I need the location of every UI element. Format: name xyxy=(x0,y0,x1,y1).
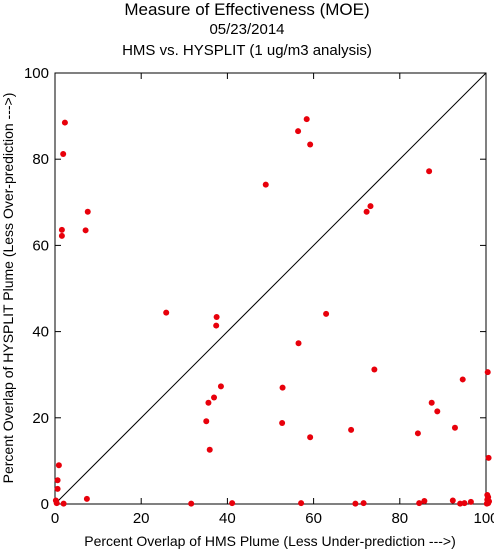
one-to-one-line xyxy=(54,72,487,505)
x-tick-label: 0 xyxy=(51,510,59,527)
data-point xyxy=(262,181,269,188)
data-point xyxy=(323,310,330,317)
data-point xyxy=(459,376,466,383)
data-point xyxy=(61,119,68,126)
data-point xyxy=(367,203,374,210)
y-tick-label: 100 xyxy=(24,65,49,82)
data-point xyxy=(298,500,305,507)
data-point xyxy=(213,322,220,329)
y-tick-label: 60 xyxy=(32,237,49,254)
data-point xyxy=(352,500,359,507)
y-tick-label: 20 xyxy=(32,410,49,427)
data-point xyxy=(428,399,435,406)
data-point xyxy=(461,500,468,507)
data-point xyxy=(485,454,492,461)
chart-subtitle: HMS vs. HYSPLIT (1 ug/m3 analysis) xyxy=(122,42,372,59)
y-tick-label: 40 xyxy=(32,324,49,341)
data-point xyxy=(307,434,314,441)
data-point xyxy=(295,128,302,135)
axis-ticks: 0 20 40 60 80 100 0 20 40 60 80 100 xyxy=(24,65,494,527)
data-point xyxy=(426,168,433,175)
chart-title: Measure of Effectiveness (MOE) xyxy=(124,0,370,19)
data-point xyxy=(360,500,367,507)
data-point xyxy=(484,369,491,376)
data-points xyxy=(52,116,493,507)
data-point xyxy=(83,495,90,502)
data-point xyxy=(54,477,61,484)
data-point xyxy=(58,232,65,239)
data-point xyxy=(467,498,474,505)
data-point xyxy=(483,500,490,507)
x-tick-label: 100 xyxy=(473,510,494,527)
x-tick-label: 20 xyxy=(133,510,150,527)
data-point xyxy=(188,500,195,507)
x-tick-label: 40 xyxy=(219,510,236,527)
data-point xyxy=(206,446,213,453)
x-axis-label: Percent Overlap of HMS Plume (Less Under… xyxy=(84,533,456,549)
data-point xyxy=(60,151,67,158)
plot-frame xyxy=(54,72,487,505)
data-point xyxy=(451,424,458,431)
x-tick-label: 80 xyxy=(391,510,408,527)
data-point xyxy=(60,500,67,507)
data-point xyxy=(457,500,464,507)
data-point xyxy=(307,141,314,148)
data-point xyxy=(58,226,65,233)
data-point xyxy=(416,500,423,507)
data-point xyxy=(371,366,378,373)
data-point xyxy=(211,394,218,401)
data-point xyxy=(84,208,91,215)
data-point xyxy=(229,500,236,507)
data-point xyxy=(434,408,441,415)
data-point xyxy=(82,227,89,234)
data-point xyxy=(449,497,456,504)
data-point xyxy=(53,500,60,507)
data-point xyxy=(163,309,170,316)
y-tick-label: 0 xyxy=(41,496,49,513)
chart-date: 05/23/2014 xyxy=(209,21,285,38)
data-point xyxy=(217,383,224,390)
data-point xyxy=(303,116,310,123)
y-axis-label: Percent Overlap of HYSPLIT Plume (Less O… xyxy=(0,93,16,484)
data-point xyxy=(55,462,62,469)
data-point xyxy=(348,426,355,433)
data-point xyxy=(279,419,286,426)
data-point xyxy=(213,313,220,320)
data-point xyxy=(205,399,212,406)
data-point xyxy=(363,208,370,215)
data-point xyxy=(279,384,286,391)
y-tick-label: 80 xyxy=(32,151,49,168)
data-point xyxy=(421,497,428,504)
x-tick-label: 60 xyxy=(305,510,322,527)
data-point xyxy=(203,418,210,425)
data-point xyxy=(414,430,421,437)
data-point xyxy=(54,485,61,492)
data-point xyxy=(295,340,302,347)
